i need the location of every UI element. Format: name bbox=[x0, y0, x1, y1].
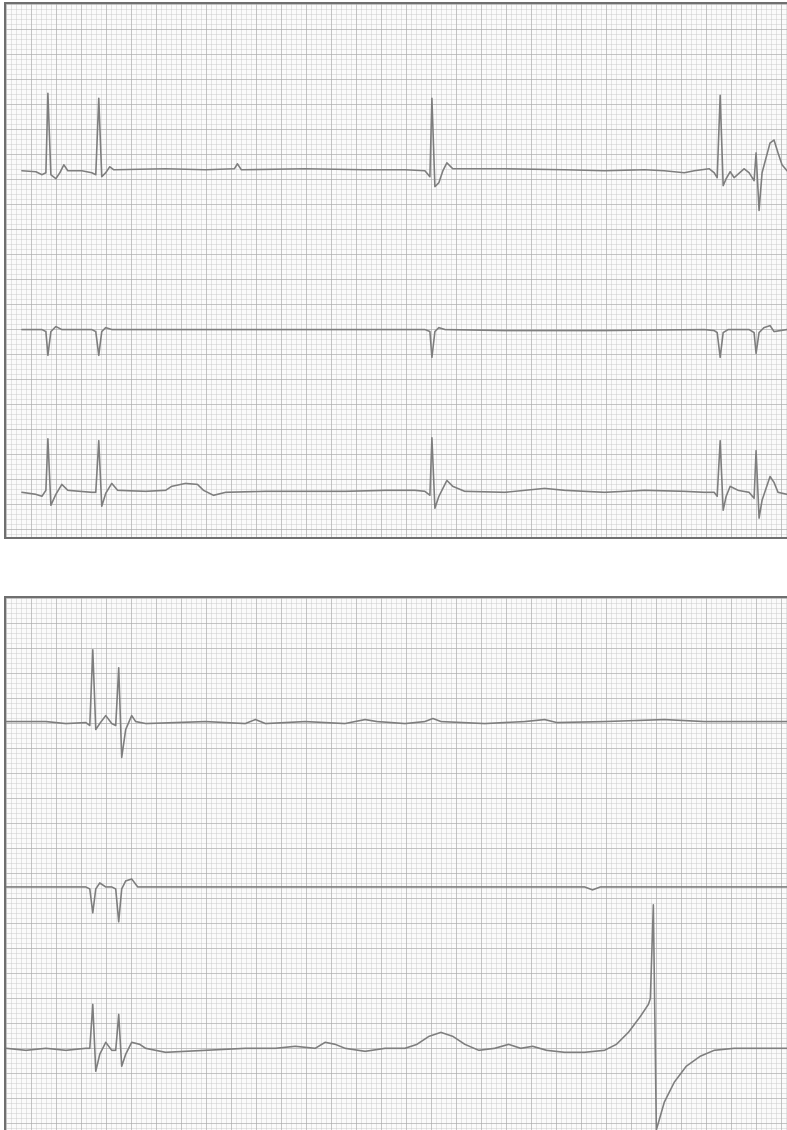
ecg-strip-top bbox=[4, 2, 787, 539]
ecg-trace-top-lead-2 bbox=[21, 324, 787, 359]
ecg-trace-top-lead-1 bbox=[21, 92, 787, 212]
ecg-trace-bottom-lead-2 bbox=[6, 878, 787, 923]
ecg-traces-bottom bbox=[6, 649, 787, 1130]
ecg-traces-top bbox=[21, 92, 787, 519]
ecg-trace-bottom-lead-1 bbox=[6, 649, 787, 759]
ecg-strip-bottom bbox=[4, 596, 787, 1130]
ecg-trace-bottom-lead-3 bbox=[6, 904, 787, 1130]
ecg-trace-top-lead-3 bbox=[21, 436, 787, 519]
